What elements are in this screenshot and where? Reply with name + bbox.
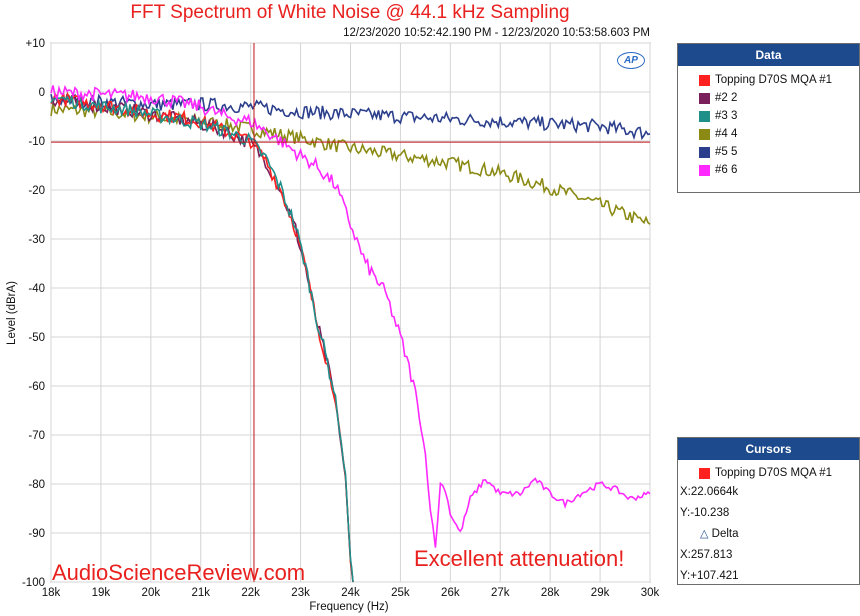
- cursor-trace-swatch: [699, 468, 710, 479]
- legend-label: #2 2: [715, 92, 738, 104]
- x-tick-label: 30k: [641, 587, 660, 599]
- legend-swatch: [699, 93, 710, 104]
- tick-labels: 18k 19k 20k 21k 22k 23k 24k 25k 26k 27k 28k 29k 30k +…: [22, 38, 660, 599]
- y-tick-label: -10: [28, 136, 45, 148]
- y-tick-label: -40: [28, 283, 45, 295]
- legend-item: #4 4: [678, 125, 859, 143]
- cursors-title: Cursors: [678, 438, 859, 460]
- legend-panel: Data Topping D70S MQA #1 #2 2 #3 3 #4 4 #5 5…: [677, 43, 860, 193]
- x-tick-label: 18k: [42, 587, 61, 599]
- y-tick-label: -20: [28, 185, 45, 197]
- chart-title: FFT Spectrum of White Noise @ 44.1 kHz S…: [130, 2, 570, 23]
- legend-item: #2 2: [678, 89, 859, 107]
- x-tick-label: 20k: [142, 587, 161, 599]
- x-tick-label: 27k: [491, 587, 510, 599]
- ap-logo: AP: [617, 52, 645, 69]
- legend-label: Topping D70S MQA #1: [715, 74, 832, 86]
- x-axis-label: Frequency (Hz): [309, 601, 388, 613]
- cursors-panel: Cursors Topping D70S MQA #1 X:22.0664k Y…: [677, 437, 860, 585]
- x-tick-label: 21k: [191, 587, 210, 599]
- cursor-trace-label: Topping D70S MQA #1: [715, 467, 832, 479]
- legend-swatch: [699, 111, 710, 122]
- cursor-trace: Topping D70S MQA #1: [678, 464, 859, 482]
- y-tick-label: -80: [28, 479, 45, 491]
- legend-item: #5 5: [678, 143, 859, 161]
- y-tick-label: -100: [22, 577, 45, 589]
- x-tick-label: 24k: [341, 587, 360, 599]
- series-layer: [50, 84, 651, 583]
- legend-item: #3 3: [678, 107, 859, 125]
- cursor-y-readout: Y:-10.238: [680, 507, 730, 519]
- delta-y-readout: Y:+107.421: [680, 570, 739, 582]
- legend-label: #5 5: [715, 146, 738, 158]
- legend-item: #6 6: [678, 161, 859, 179]
- delta-row: △ Delta: [678, 524, 859, 545]
- y-tick-label: -30: [28, 234, 45, 246]
- legend-swatch: [699, 147, 710, 158]
- x-tick-label: 28k: [541, 587, 560, 599]
- legend-title: Data: [678, 44, 859, 66]
- x-tick-label: 25k: [391, 587, 410, 599]
- y-tick-label: -90: [28, 528, 45, 540]
- x-tick-label: 23k: [291, 587, 310, 599]
- x-tick-label: 26k: [441, 587, 460, 599]
- y-tick-label: 0: [39, 87, 45, 99]
- y-tick-label: -50: [28, 332, 45, 344]
- y-tick-label: -70: [28, 430, 45, 442]
- legend-label: #3 3: [715, 110, 738, 122]
- x-tick-label: 19k: [92, 587, 111, 599]
- timestamp: 12/23/2020 10:52:42.190 PM - 12/23/2020 …: [343, 27, 650, 39]
- cursor-layer: [51, 43, 650, 582]
- grid-lines: [50, 42, 651, 583]
- legend-swatch: [699, 75, 710, 86]
- x-tick-label: 22k: [241, 587, 260, 599]
- legend-swatch: [699, 129, 710, 140]
- legend-swatch: [699, 165, 710, 176]
- y-tick-label: +10: [25, 38, 45, 50]
- series-line: [50, 84, 651, 548]
- delta-label: Delta: [711, 528, 739, 540]
- legend-item: Topping D70S MQA #1: [678, 71, 859, 89]
- series-line: [50, 93, 651, 141]
- watermark: AudioScienceReview.com: [52, 560, 306, 585]
- y-tick-label: -60: [28, 381, 45, 393]
- cursor-x-readout: X:22.0664k: [680, 486, 739, 498]
- legend-label: #6 6: [715, 164, 738, 176]
- delta-x-readout: X:257.813: [680, 549, 733, 561]
- annotation: Excellent attenuation!: [414, 546, 625, 571]
- legend-label: #4 4: [715, 128, 738, 140]
- y-axis-label: Level (dBrA): [6, 281, 18, 345]
- delta-triangle-icon: △: [700, 528, 709, 540]
- series-line: [50, 93, 354, 583]
- x-tick-label: 29k: [591, 587, 610, 599]
